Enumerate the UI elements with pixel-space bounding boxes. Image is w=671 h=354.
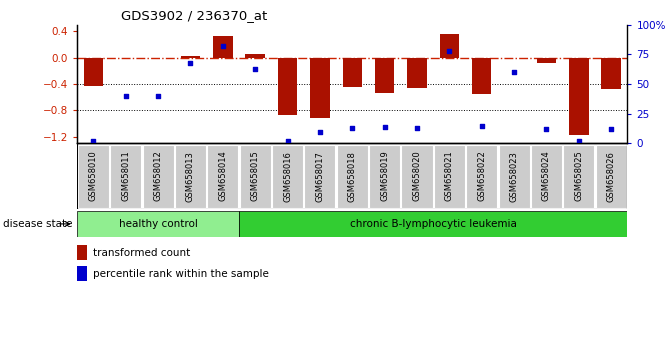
Point	[541, 126, 552, 132]
Text: GSM658026: GSM658026	[607, 151, 616, 201]
Bar	[569, 58, 588, 136]
Point	[153, 93, 164, 99]
Bar	[601, 58, 621, 89]
Bar	[537, 58, 556, 63]
Point	[315, 129, 325, 134]
FancyBboxPatch shape	[239, 211, 627, 237]
FancyBboxPatch shape	[596, 145, 627, 207]
Point	[120, 93, 131, 99]
FancyBboxPatch shape	[563, 145, 595, 207]
Text: GSM658023: GSM658023	[509, 151, 519, 201]
Point	[217, 43, 228, 49]
Point	[88, 138, 99, 144]
Text: GSM658014: GSM658014	[218, 151, 227, 201]
Text: GSM658024: GSM658024	[542, 151, 551, 201]
Bar	[180, 56, 200, 58]
Bar	[310, 58, 329, 118]
FancyBboxPatch shape	[305, 145, 336, 207]
FancyBboxPatch shape	[434, 145, 465, 207]
Bar	[278, 58, 297, 115]
FancyBboxPatch shape	[78, 145, 109, 207]
Point	[509, 69, 519, 75]
FancyBboxPatch shape	[207, 145, 238, 207]
Text: disease state: disease state	[3, 219, 73, 229]
Point	[411, 125, 422, 131]
Point	[606, 126, 617, 132]
Bar	[472, 58, 491, 94]
FancyBboxPatch shape	[401, 145, 433, 207]
FancyBboxPatch shape	[531, 145, 562, 207]
Text: GSM658018: GSM658018	[348, 151, 357, 201]
Point	[379, 124, 390, 130]
Point	[250, 66, 260, 72]
Text: healthy control: healthy control	[119, 219, 197, 229]
Bar	[343, 58, 362, 87]
Bar	[84, 58, 103, 86]
Text: GSM658021: GSM658021	[445, 151, 454, 201]
Text: GSM658019: GSM658019	[380, 151, 389, 201]
Text: GSM658022: GSM658022	[477, 151, 486, 201]
Point	[347, 125, 358, 131]
Text: GSM658020: GSM658020	[413, 151, 421, 201]
FancyBboxPatch shape	[175, 145, 206, 207]
FancyBboxPatch shape	[240, 145, 270, 207]
FancyBboxPatch shape	[142, 145, 174, 207]
Bar	[440, 34, 459, 58]
Text: transformed count: transformed count	[93, 247, 190, 258]
Point	[574, 138, 584, 144]
FancyBboxPatch shape	[499, 145, 529, 207]
Point	[185, 60, 196, 65]
Bar	[213, 36, 233, 58]
Text: GSM658017: GSM658017	[315, 151, 324, 201]
Text: GSM658010: GSM658010	[89, 151, 98, 201]
FancyBboxPatch shape	[110, 145, 142, 207]
Bar	[407, 58, 427, 88]
FancyBboxPatch shape	[337, 145, 368, 207]
Point	[476, 123, 487, 129]
FancyBboxPatch shape	[466, 145, 497, 207]
FancyBboxPatch shape	[272, 145, 303, 207]
Text: GSM658012: GSM658012	[154, 151, 162, 201]
Bar	[375, 58, 395, 93]
Text: GDS3902 / 236370_at: GDS3902 / 236370_at	[121, 9, 268, 22]
FancyBboxPatch shape	[77, 211, 239, 237]
Text: percentile rank within the sample: percentile rank within the sample	[93, 269, 268, 279]
Point	[444, 48, 455, 54]
Bar	[246, 54, 265, 58]
Text: GSM658013: GSM658013	[186, 151, 195, 201]
FancyBboxPatch shape	[369, 145, 400, 207]
Point	[282, 138, 293, 144]
Text: GSM658011: GSM658011	[121, 151, 130, 201]
Text: GSM658016: GSM658016	[283, 151, 292, 201]
Bar	[77, 266, 87, 281]
Text: GSM658015: GSM658015	[251, 151, 260, 201]
Bar	[77, 245, 87, 260]
Text: chronic B-lymphocytic leukemia: chronic B-lymphocytic leukemia	[350, 219, 517, 229]
Text: GSM658025: GSM658025	[574, 151, 583, 201]
